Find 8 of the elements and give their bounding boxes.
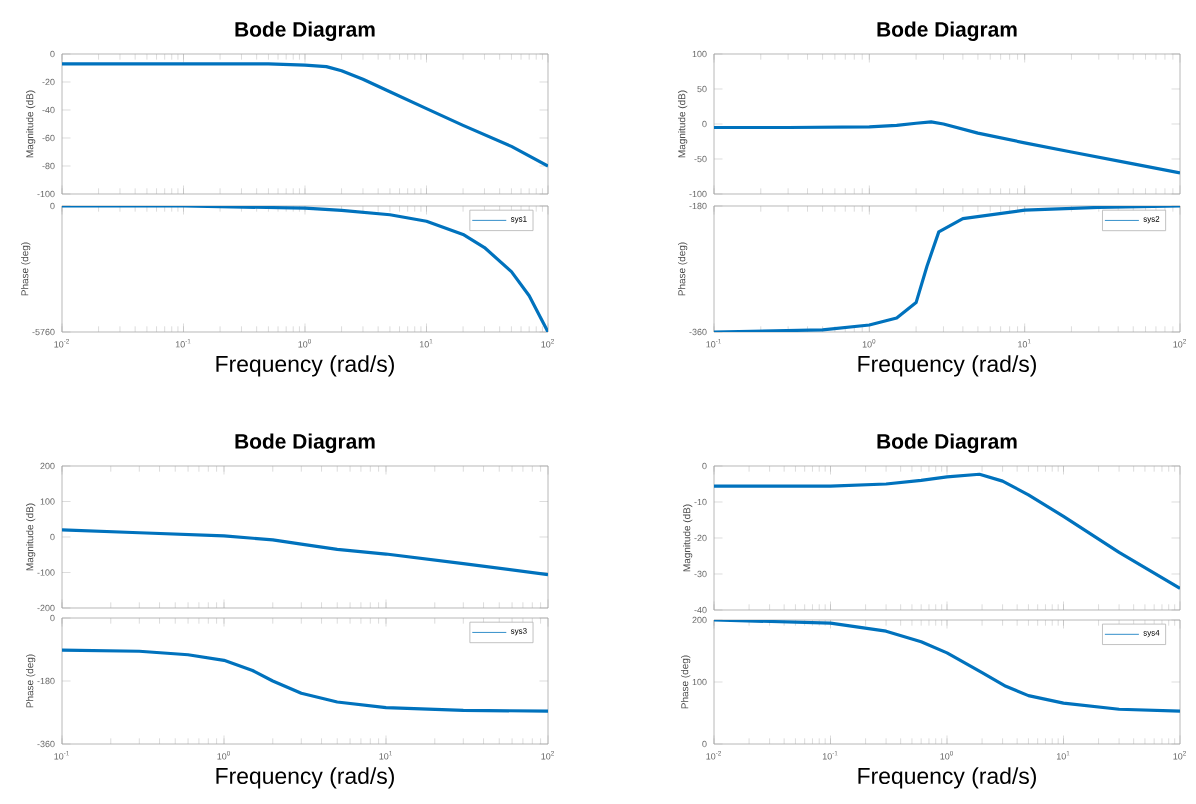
chart-title: Bode Diagram <box>235 21 375 41</box>
chart-title: Bode Diagram <box>877 433 1017 453</box>
x-axis-title: Frequency (rad/s) <box>858 767 1036 789</box>
chart-title: Bode Diagram <box>877 21 1017 41</box>
x-axis-title: Frequency (rad/s) <box>216 355 394 377</box>
x-axis-title: Frequency (rad/s) <box>216 767 394 789</box>
x-axis-title: Frequency (rad/s) <box>858 355 1036 377</box>
chart-title: Bode Diagram <box>235 433 375 453</box>
